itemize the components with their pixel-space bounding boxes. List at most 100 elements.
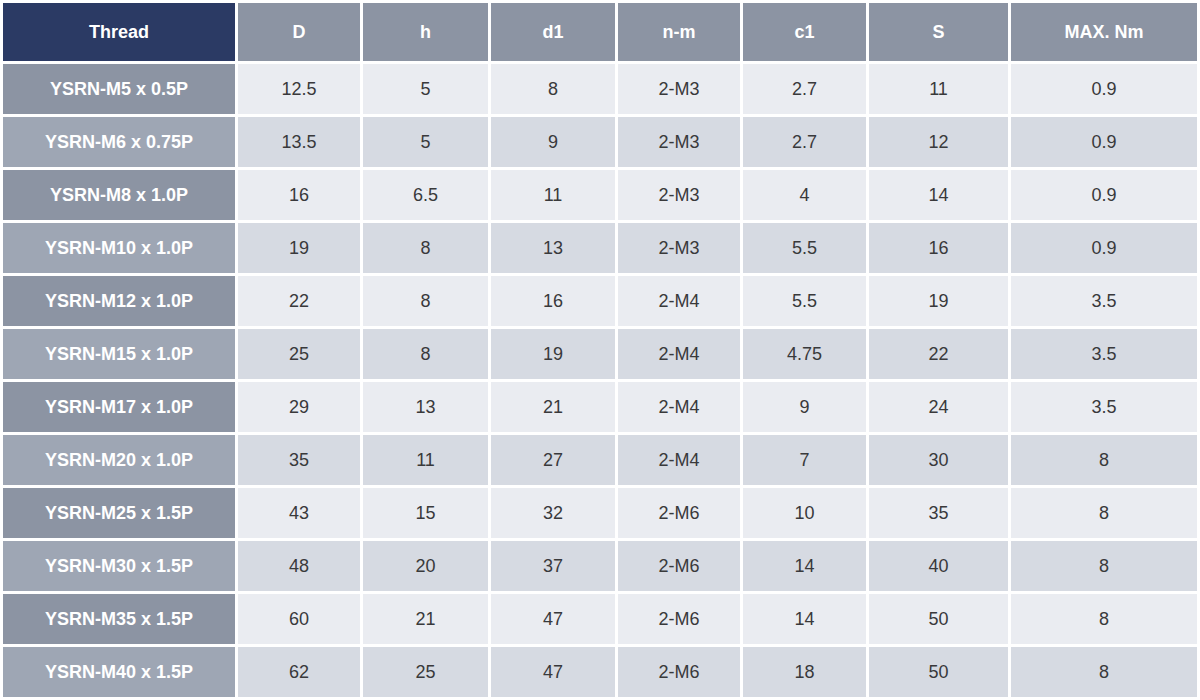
column-header-thread: Thread bbox=[3, 3, 235, 61]
cell-max-nm: 0.9 bbox=[1011, 64, 1197, 114]
table-row: YSRN-M6 x 0.75P13.5592-M32.7120.9 bbox=[3, 117, 1197, 167]
row-header-thread: YSRN-M25 x 1.5P bbox=[3, 488, 235, 538]
cell-s: 30 bbox=[869, 435, 1008, 485]
table-row: YSRN-M12 x 1.0P228162-M45.5193.5 bbox=[3, 276, 1197, 326]
cell-d: 35 bbox=[238, 435, 360, 485]
cell-n-m: 2-M4 bbox=[618, 435, 740, 485]
cell-d: 13.5 bbox=[238, 117, 360, 167]
table-body: YSRN-M5 x 0.5P12.5582-M32.7110.9YSRN-M6 … bbox=[3, 64, 1197, 697]
cell-c1: 18 bbox=[743, 647, 866, 697]
column-header-n-m: n-m bbox=[618, 3, 740, 61]
cell-d1: 13 bbox=[491, 223, 615, 273]
cell-d1: 16 bbox=[491, 276, 615, 326]
column-header-s: S bbox=[869, 3, 1008, 61]
cell-s: 50 bbox=[869, 647, 1008, 697]
cell-h: 20 bbox=[363, 541, 488, 591]
cell-h: 5 bbox=[363, 64, 488, 114]
cell-s: 24 bbox=[869, 382, 1008, 432]
spec-table: ThreadDhd1n-mc1SMAX. Nm YSRN-M5 x 0.5P12… bbox=[0, 0, 1200, 700]
cell-n-m: 2-M6 bbox=[618, 488, 740, 538]
cell-max-nm: 3.5 bbox=[1011, 276, 1197, 326]
cell-d: 16 bbox=[238, 170, 360, 220]
cell-s: 35 bbox=[869, 488, 1008, 538]
cell-d: 29 bbox=[238, 382, 360, 432]
cell-n-m: 2-M4 bbox=[618, 276, 740, 326]
cell-c1: 7 bbox=[743, 435, 866, 485]
cell-d1: 37 bbox=[491, 541, 615, 591]
cell-c1: 14 bbox=[743, 541, 866, 591]
table-row: YSRN-M10 x 1.0P198132-M35.5160.9 bbox=[3, 223, 1197, 273]
cell-s: 12 bbox=[869, 117, 1008, 167]
cell-max-nm: 8 bbox=[1011, 435, 1197, 485]
row-header-thread: YSRN-M35 x 1.5P bbox=[3, 594, 235, 644]
cell-h: 13 bbox=[363, 382, 488, 432]
row-header-thread: YSRN-M6 x 0.75P bbox=[3, 117, 235, 167]
cell-c1: 4.75 bbox=[743, 329, 866, 379]
table-row: YSRN-M20 x 1.0P3511272-M47308 bbox=[3, 435, 1197, 485]
column-header-d1: d1 bbox=[491, 3, 615, 61]
cell-s: 11 bbox=[869, 64, 1008, 114]
column-header-c1: c1 bbox=[743, 3, 866, 61]
cell-d: 48 bbox=[238, 541, 360, 591]
cell-d: 25 bbox=[238, 329, 360, 379]
cell-n-m: 2-M3 bbox=[618, 170, 740, 220]
cell-n-m: 2-M3 bbox=[618, 223, 740, 273]
table-row: YSRN-M35 x 1.5P6021472-M614508 bbox=[3, 594, 1197, 644]
cell-c1: 2.7 bbox=[743, 117, 866, 167]
cell-h: 8 bbox=[363, 276, 488, 326]
cell-max-nm: 0.9 bbox=[1011, 223, 1197, 273]
cell-d1: 47 bbox=[491, 594, 615, 644]
cell-c1: 2.7 bbox=[743, 64, 866, 114]
cell-d1: 9 bbox=[491, 117, 615, 167]
cell-n-m: 2-M4 bbox=[618, 329, 740, 379]
cell-n-m: 2-M4 bbox=[618, 382, 740, 432]
header-row: ThreadDhd1n-mc1SMAX. Nm bbox=[3, 3, 1197, 61]
cell-max-nm: 8 bbox=[1011, 594, 1197, 644]
cell-h: 6.5 bbox=[363, 170, 488, 220]
cell-h: 11 bbox=[363, 435, 488, 485]
cell-h: 21 bbox=[363, 594, 488, 644]
cell-h: 25 bbox=[363, 647, 488, 697]
cell-s: 14 bbox=[869, 170, 1008, 220]
cell-c1: 14 bbox=[743, 594, 866, 644]
cell-s: 40 bbox=[869, 541, 1008, 591]
row-header-thread: YSRN-M20 x 1.0P bbox=[3, 435, 235, 485]
cell-d: 62 bbox=[238, 647, 360, 697]
cell-n-m: 2-M6 bbox=[618, 647, 740, 697]
cell-d1: 11 bbox=[491, 170, 615, 220]
cell-h: 8 bbox=[363, 329, 488, 379]
cell-d1: 27 bbox=[491, 435, 615, 485]
cell-max-nm: 0.9 bbox=[1011, 117, 1197, 167]
cell-d: 60 bbox=[238, 594, 360, 644]
cell-h: 15 bbox=[363, 488, 488, 538]
cell-s: 19 bbox=[869, 276, 1008, 326]
row-header-thread: YSRN-M30 x 1.5P bbox=[3, 541, 235, 591]
cell-d: 19 bbox=[238, 223, 360, 273]
row-header-thread: YSRN-M40 x 1.5P bbox=[3, 647, 235, 697]
cell-d1: 21 bbox=[491, 382, 615, 432]
cell-c1: 4 bbox=[743, 170, 866, 220]
column-header-h: h bbox=[363, 3, 488, 61]
row-header-thread: YSRN-M12 x 1.0P bbox=[3, 276, 235, 326]
cell-max-nm: 3.5 bbox=[1011, 329, 1197, 379]
table-row: YSRN-M15 x 1.0P258192-M44.75223.5 bbox=[3, 329, 1197, 379]
cell-d: 43 bbox=[238, 488, 360, 538]
row-header-thread: YSRN-M8 x 1.0P bbox=[3, 170, 235, 220]
table-row: YSRN-M5 x 0.5P12.5582-M32.7110.9 bbox=[3, 64, 1197, 114]
cell-s: 22 bbox=[869, 329, 1008, 379]
cell-d1: 32 bbox=[491, 488, 615, 538]
row-header-thread: YSRN-M5 x 0.5P bbox=[3, 64, 235, 114]
cell-h: 8 bbox=[363, 223, 488, 273]
cell-d1: 19 bbox=[491, 329, 615, 379]
cell-c1: 10 bbox=[743, 488, 866, 538]
cell-max-nm: 8 bbox=[1011, 647, 1197, 697]
table-row: YSRN-M30 x 1.5P4820372-M614408 bbox=[3, 541, 1197, 591]
cell-d: 12.5 bbox=[238, 64, 360, 114]
column-header-d: D bbox=[238, 3, 360, 61]
cell-d1: 8 bbox=[491, 64, 615, 114]
table-row: YSRN-M8 x 1.0P166.5112-M34140.9 bbox=[3, 170, 1197, 220]
cell-c1: 9 bbox=[743, 382, 866, 432]
cell-h: 5 bbox=[363, 117, 488, 167]
table-row: YSRN-M40 x 1.5P6225472-M618508 bbox=[3, 647, 1197, 697]
cell-n-m: 2-M3 bbox=[618, 64, 740, 114]
